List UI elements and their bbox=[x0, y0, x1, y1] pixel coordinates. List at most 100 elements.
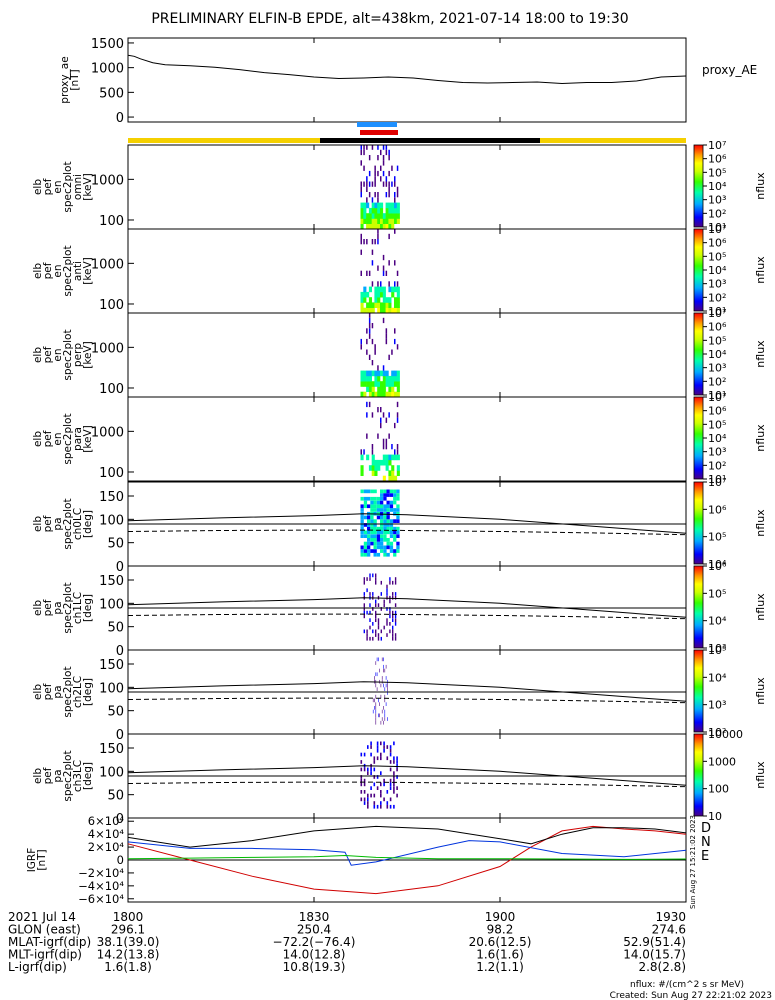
spectrogram-cell bbox=[374, 176, 376, 182]
spectrogram-cell bbox=[391, 475, 395, 482]
spectrogram-cell bbox=[382, 270, 385, 276]
pitch-angle-cell bbox=[380, 493, 384, 497]
footer-value: 14.0(12.8) bbox=[283, 948, 346, 962]
pitch-angle-cell bbox=[363, 534, 368, 538]
pitch-angle-cell bbox=[370, 526, 374, 531]
pitch-angle-cell bbox=[394, 636, 397, 641]
pitch-angle-tick-label: 0 bbox=[116, 812, 124, 827]
pitch-angle-cell bbox=[370, 538, 374, 542]
spectrogram-cell bbox=[377, 192, 379, 198]
pitch-angle-cell bbox=[394, 603, 397, 607]
pitch-angle-cell bbox=[360, 504, 364, 509]
pitch-angle-cell bbox=[372, 622, 374, 626]
spectrogram-cell bbox=[377, 370, 381, 377]
pitch-angle-cell bbox=[370, 489, 374, 494]
colorbar-label: nflux bbox=[754, 593, 767, 621]
pitch-angle-cell bbox=[370, 504, 374, 509]
spectrogram-cell bbox=[360, 149, 362, 156]
pitch-angle-cell bbox=[396, 526, 400, 531]
pitch-angle-cell bbox=[389, 489, 394, 494]
anti-loss-cone-line bbox=[127, 529, 687, 536]
sunlit-bar bbox=[128, 138, 320, 143]
pitch-angle-cell bbox=[393, 804, 395, 809]
pitch-angle-cell bbox=[392, 633, 394, 637]
spectrogram-cell bbox=[394, 422, 396, 429]
spectrogram-cell bbox=[371, 412, 374, 418]
spectrogram-cell bbox=[391, 465, 395, 471]
spectrogram-cell bbox=[366, 338, 368, 345]
pitch-angle-cell bbox=[375, 709, 377, 714]
spectrogram-cell bbox=[363, 375, 367, 382]
spectrogram-cell bbox=[366, 239, 368, 245]
anti-loss-cone-line bbox=[127, 781, 687, 788]
pitch-angle-cell bbox=[386, 545, 390, 550]
spectrogram-cell bbox=[371, 338, 374, 345]
pitch-angle-cell bbox=[394, 610, 397, 615]
pitch-angle-cell bbox=[394, 618, 397, 622]
pitch-angle-cell bbox=[367, 515, 371, 520]
spectrogram-cell bbox=[368, 302, 372, 308]
spectrogram-tick-label: 100 bbox=[99, 214, 124, 229]
pitch-angle-cell bbox=[366, 610, 368, 615]
spectrogram-cell bbox=[371, 197, 374, 203]
spectrogram-cell bbox=[391, 202, 395, 209]
pitch-angle-cell bbox=[360, 508, 364, 512]
spectrogram-cell bbox=[396, 375, 400, 382]
spectrogram-cell bbox=[371, 381, 375, 387]
pitch-angle-cell bbox=[393, 489, 397, 494]
pitch-angle-cell bbox=[396, 534, 400, 538]
pitch-angle-cell bbox=[376, 786, 379, 790]
pitch-angle-cell bbox=[389, 622, 391, 626]
spectrogram-cell bbox=[385, 176, 388, 182]
spectrogram-cell bbox=[380, 223, 384, 230]
spectrogram-cell bbox=[374, 192, 376, 198]
spectrogram-cell bbox=[391, 223, 395, 230]
pitch-angle-cell bbox=[394, 580, 397, 585]
spectrogram-cell bbox=[385, 333, 388, 339]
spectrogram-cell bbox=[396, 470, 400, 476]
spectrogram-cell bbox=[371, 223, 375, 230]
spectrogram-cell bbox=[368, 375, 372, 382]
pitch-angle-cell bbox=[386, 541, 390, 546]
footer-value: 1900 bbox=[485, 910, 516, 924]
footer-value: 2.8(2.8) bbox=[638, 960, 686, 974]
pitch-angle-cell bbox=[389, 778, 392, 783]
spectrogram-cell bbox=[388, 459, 392, 466]
spectrogram-cell bbox=[360, 338, 362, 345]
pitch-angle-cell bbox=[394, 622, 397, 626]
pitch-angle-cell bbox=[393, 790, 395, 794]
colorbar-tick-label: 10³ bbox=[708, 446, 726, 459]
spectrogram-cell bbox=[368, 386, 372, 392]
pitch-angle-cell bbox=[389, 541, 394, 546]
pitch-angle-cell bbox=[389, 610, 391, 615]
spectrogram-cell bbox=[360, 297, 364, 303]
spectrogram-cell bbox=[366, 381, 370, 387]
pitch-angle-cell bbox=[396, 760, 398, 764]
spectrogram-cell bbox=[371, 465, 375, 471]
pitch-angle-ylabel-line: pef bbox=[42, 515, 54, 532]
spectrogram-cell bbox=[396, 344, 399, 350]
pitch-angle-cell bbox=[380, 534, 384, 538]
footer-value: 1830 bbox=[299, 910, 330, 924]
colorbar-tick-label: 10⁴ bbox=[708, 348, 727, 361]
spectrogram-cell bbox=[394, 176, 396, 182]
pitch-angle-cell bbox=[386, 552, 390, 557]
spectrogram-cell bbox=[371, 470, 375, 476]
colorbar-tick-label: 10⁷ bbox=[708, 139, 726, 152]
pitch-angle-cell bbox=[380, 545, 384, 550]
pitch-angle-cell bbox=[380, 515, 384, 520]
pitch-angle-cell bbox=[367, 526, 371, 531]
spectrogram-cell bbox=[377, 433, 379, 439]
pitch-angle-cell bbox=[375, 618, 377, 622]
pitch-angle-cell bbox=[366, 629, 368, 634]
pitch-angle-cell bbox=[386, 530, 390, 535]
spectrogram-cell bbox=[363, 449, 365, 455]
pitch-angle-ylabel-line: spec2plot bbox=[62, 498, 74, 549]
pitch-angle-cell bbox=[383, 508, 387, 512]
pitch-angle-cell bbox=[393, 756, 395, 761]
spectrogram-cell bbox=[377, 297, 381, 303]
pitch-angle-cell bbox=[383, 668, 384, 673]
pitch-angle-cell bbox=[375, 702, 377, 706]
ae-tick-label: 1500 bbox=[91, 37, 124, 52]
spectrogram-panel-frame bbox=[127, 228, 687, 314]
